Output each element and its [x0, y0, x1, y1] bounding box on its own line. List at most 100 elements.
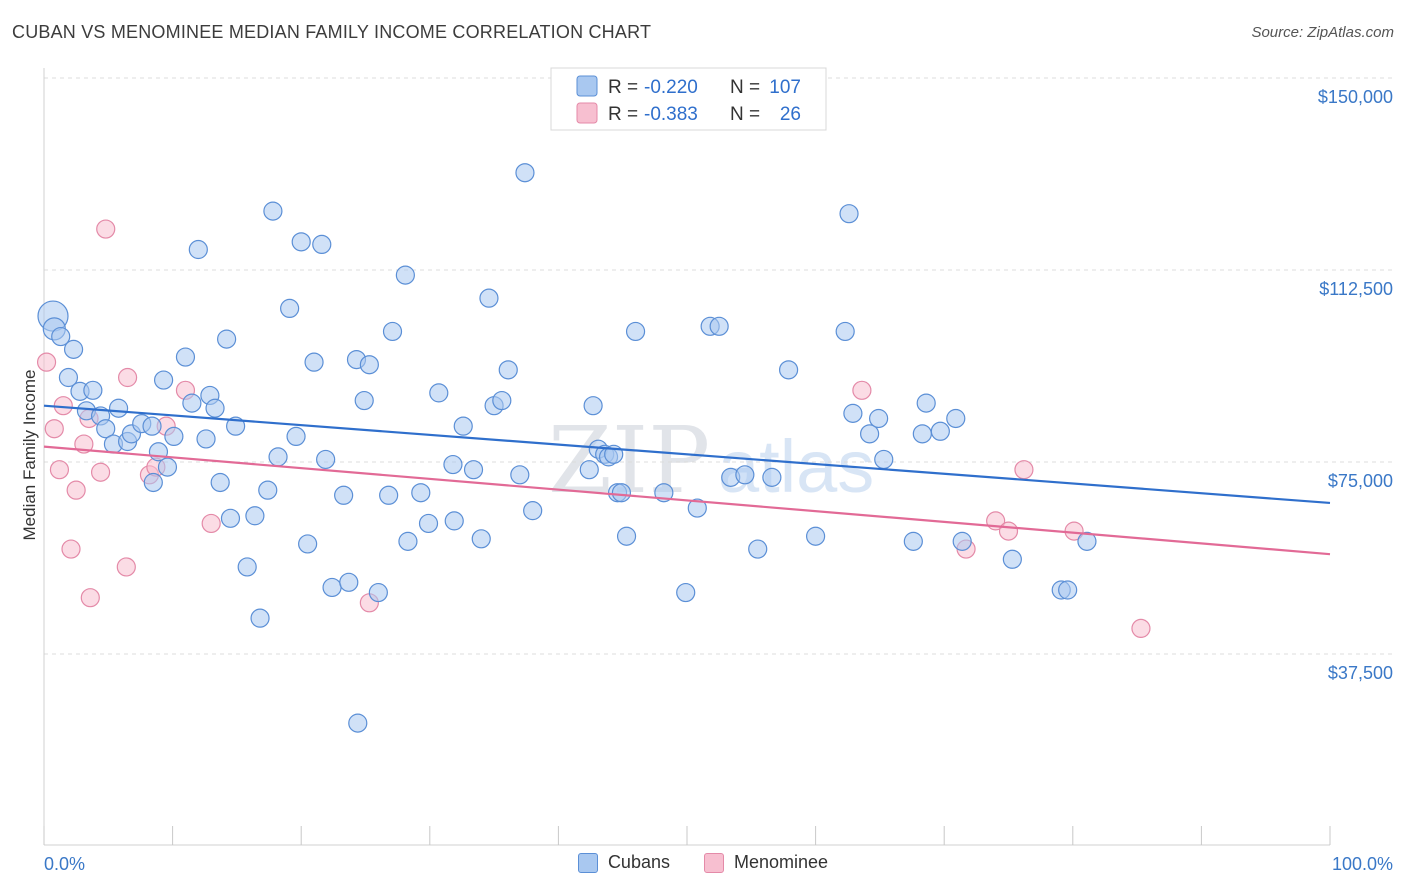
cubans-point	[523, 501, 543, 521]
cubans-point	[258, 480, 278, 500]
cubans-point	[312, 234, 332, 254]
cubans-point	[334, 485, 354, 505]
bottom-legend-menominee: Menominee	[703, 852, 829, 873]
cubans-point	[762, 467, 782, 487]
cubans-point	[625, 321, 646, 342]
bottom-legend: Cubans Menominee	[0, 852, 1406, 873]
cubans-point	[709, 316, 729, 336]
cubans-point	[268, 447, 288, 467]
y-tick-label: $150,000	[1318, 87, 1393, 107]
cubans-point	[1058, 580, 1078, 600]
cubans-point	[735, 465, 755, 485]
cubans-point	[298, 534, 318, 554]
cubans-point	[250, 608, 270, 628]
legend-r-value-1: -0.220	[644, 77, 698, 98]
cubans-point	[359, 355, 379, 375]
menominee-point	[998, 521, 1019, 541]
menominee-point	[117, 367, 138, 388]
cubans-point	[860, 424, 880, 444]
watermark: ZIP atlas	[548, 407, 874, 514]
cubans-point	[217, 329, 237, 349]
y-tick-labels: $150,000 $112,500 $75,000 $37,500	[1318, 87, 1393, 683]
cubans-point	[418, 513, 439, 534]
cubans-point	[142, 416, 162, 436]
menominee-point	[96, 219, 116, 239]
cubans-point	[778, 360, 799, 380]
cubans-point	[143, 472, 163, 493]
cubans-point	[930, 421, 950, 441]
cubans-point	[463, 460, 484, 480]
cubans-point	[382, 321, 403, 342]
cubans-point	[226, 416, 246, 436]
cubans-point	[687, 498, 707, 518]
cubans-point	[835, 321, 855, 342]
menominee-point	[61, 539, 81, 559]
cubans-point	[498, 360, 518, 380]
cubans-point	[220, 508, 241, 528]
cubans-swatch	[577, 852, 598, 873]
cubans-point	[188, 239, 208, 260]
menominee-point	[80, 588, 100, 608]
cubans-point	[205, 398, 225, 418]
cubans-point	[58, 367, 79, 388]
cubans-point	[479, 288, 499, 308]
menominee-label: Menominee	[733, 852, 829, 872]
cubans-point	[339, 572, 359, 592]
cubans-point	[398, 531, 418, 551]
cubans-point	[83, 380, 103, 400]
menominee-point	[116, 557, 136, 577]
cubans-point	[175, 347, 196, 367]
menominee-point	[49, 460, 70, 480]
cubans-point	[583, 396, 603, 416]
cubans-point	[579, 460, 599, 480]
cubans-point	[237, 557, 257, 577]
cubans-point	[839, 204, 859, 224]
cubans-point	[395, 265, 415, 285]
legend-r-label-2: R =	[608, 104, 638, 125]
cubans-point	[245, 506, 265, 526]
menominee-point	[90, 462, 111, 482]
menominee-swatch	[703, 852, 724, 873]
cubans-point	[611, 483, 632, 503]
menominee-point	[201, 513, 221, 534]
cubans-point	[429, 383, 449, 403]
cubans-point	[379, 485, 399, 505]
cubans-point	[354, 390, 374, 411]
stats-legend: R = -0.220 N = 107 R = -0.383 N = 26	[550, 67, 827, 131]
menominee-point	[852, 380, 872, 400]
cubans-points	[37, 163, 1097, 733]
cubans-point	[164, 426, 184, 446]
legend-r-label-1: R =	[608, 77, 638, 98]
bottom-legend-cubans: Cubans	[577, 852, 670, 873]
cubans-point	[411, 483, 431, 503]
cubans-point	[280, 298, 300, 318]
legend-swatch-menominee	[576, 102, 598, 124]
cubans-point	[63, 339, 84, 359]
y-axis-title: Median Family Income	[20, 369, 39, 540]
trend-lines	[43, 404, 1331, 556]
cubans-point	[286, 426, 306, 446]
menominee-trend-line	[43, 445, 1331, 556]
menominee-point	[1014, 460, 1034, 480]
cubans-point	[805, 526, 826, 546]
chart-source: Source: ZipAtlas.com	[1251, 24, 1394, 41]
cubans-point	[916, 393, 936, 413]
cubans-point	[210, 472, 230, 493]
x-tick-label-min: 0.0%	[44, 854, 85, 874]
legend-n-label-2: N =	[730, 104, 760, 125]
cubans-point	[676, 582, 696, 603]
cubans-point	[182, 393, 202, 413]
menominee-point	[66, 480, 86, 500]
cubans-point	[515, 163, 535, 183]
legend-n-label-1: N =	[730, 77, 760, 98]
cubans-point	[348, 713, 368, 733]
x-axis-ticks	[43, 826, 1331, 845]
cubans-point	[153, 370, 174, 390]
y-tick-label: $37,500	[1328, 663, 1393, 683]
legend-swatch-cubans	[576, 75, 598, 97]
cubans-point	[196, 429, 216, 449]
menominee-point	[1131, 618, 1151, 639]
cubans-point	[492, 390, 512, 411]
cubans-point	[157, 457, 178, 477]
